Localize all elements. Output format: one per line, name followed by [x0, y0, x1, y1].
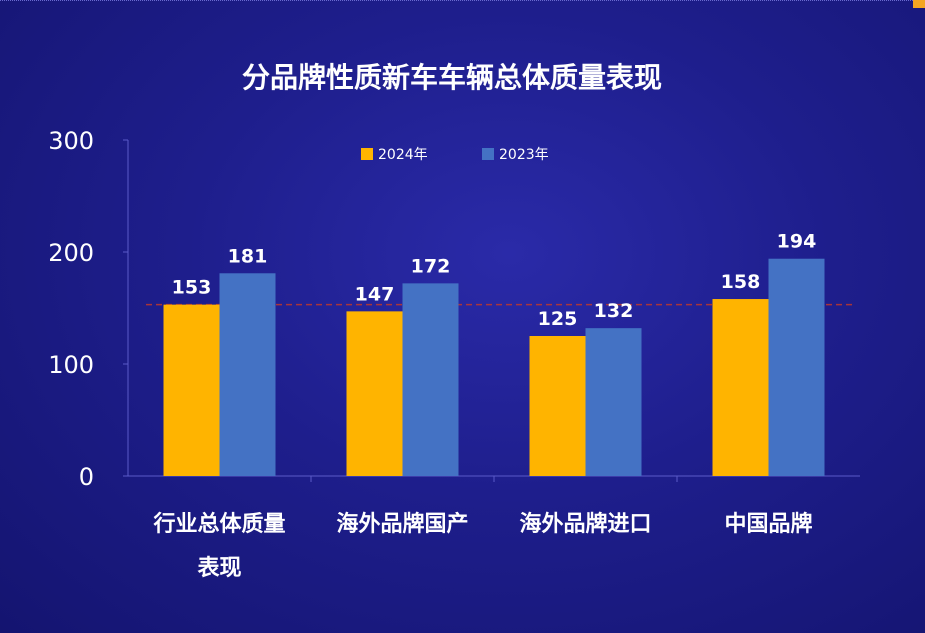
y-tick-label: 100 [48, 351, 94, 379]
bar [163, 304, 220, 476]
y-tick-label: 0 [79, 463, 94, 491]
bar [402, 283, 459, 476]
bars [163, 258, 825, 476]
chart-title: 分品牌性质新车车辆总体质量表现 [242, 61, 662, 94]
legend-label: 2023年 [499, 147, 549, 163]
data-label: 158 [721, 271, 761, 293]
corner-accent [913, 0, 925, 8]
category-label: 中国品牌 [724, 511, 812, 537]
top-dotted-border [0, 0, 913, 3]
data-label: 194 [777, 231, 817, 253]
data-label: 125 [538, 308, 578, 330]
category-label: 海外品牌进口 [519, 511, 651, 537]
bar [768, 258, 825, 476]
category-label: 海外品牌国产 [336, 511, 468, 537]
data-label: 147 [355, 283, 395, 305]
y-tick-label: 300 [48, 127, 94, 155]
data-label: 132 [594, 300, 634, 322]
data-label: 181 [228, 245, 268, 267]
legend: 2024年 2023年 [361, 147, 549, 163]
data-label: 172 [411, 255, 451, 277]
bar [219, 273, 276, 476]
category-label: 表现 [197, 556, 241, 581]
legend-swatch [482, 148, 494, 160]
bar [346, 311, 403, 476]
legend-label: 2024年 [378, 147, 428, 163]
data-label: 153 [172, 277, 212, 299]
y-tick-label: 200 [48, 239, 94, 267]
data-labels: 153 181 147 172 125 132 158 194 [172, 231, 817, 330]
category-label: 行业总体质量 [152, 511, 285, 537]
bar [585, 328, 642, 476]
legend-swatch [361, 148, 373, 160]
bar [529, 336, 586, 476]
bar [712, 299, 769, 476]
